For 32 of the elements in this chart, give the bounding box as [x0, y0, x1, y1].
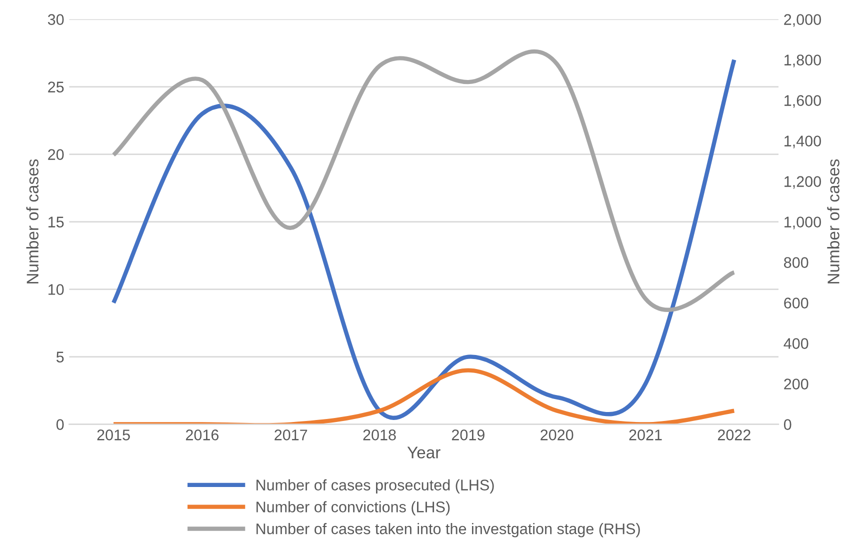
x-axis-title: Year [407, 446, 440, 458]
y2-tick-label: 1,200 [784, 176, 821, 189]
x-tick-label: 2020 [540, 430, 574, 440]
x-tick-label: 2016 [186, 430, 219, 440]
y-tick-label: 15 [48, 216, 64, 228]
legend-label: Number of cases taken into the investgation stage (RHS) [256, 523, 640, 538]
y2-tick-label: 1,600 [784, 95, 821, 108]
y2-tick-label: 2,000 [784, 14, 821, 27]
y2-tick-label: 1,400 [784, 136, 821, 148]
y2-tick-label: 200 [784, 378, 808, 390]
x-tick-label: 2018 [363, 430, 396, 440]
legend-label: Number of convictions (LHS) [256, 501, 450, 516]
y2-tick-label: 400 [784, 338, 808, 349]
y2-axis-title: Number of cases [827, 159, 840, 284]
y2-tick-label: 0 [784, 419, 792, 430]
y2-tick-label: 1,000 [784, 216, 821, 230]
x-tick-label: 2021 [629, 430, 662, 440]
y-tick-label: 5 [56, 352, 64, 362]
y-tick-label: 0 [56, 419, 64, 430]
y-axis-title: Number of cases [26, 159, 38, 284]
x-tick-label: 2019 [452, 430, 484, 440]
y-tick-label: 20 [48, 149, 64, 160]
y2-tick-label: 600 [784, 298, 808, 308]
y2-tick-label: 800 [784, 257, 808, 268]
x-tick-label: 2017 [274, 430, 308, 440]
legend-label: Number of cases prosecuted (LHS) [256, 479, 494, 494]
y-tick-label: 10 [48, 284, 64, 295]
y2-tick-label: 1,800 [784, 54, 821, 68]
y-tick-label: 30 [48, 14, 64, 25]
x-tick-label: 2015 [97, 430, 130, 440]
y-tick-label: 25 [48, 82, 64, 92]
x-tick-label: 2022 [718, 430, 750, 440]
